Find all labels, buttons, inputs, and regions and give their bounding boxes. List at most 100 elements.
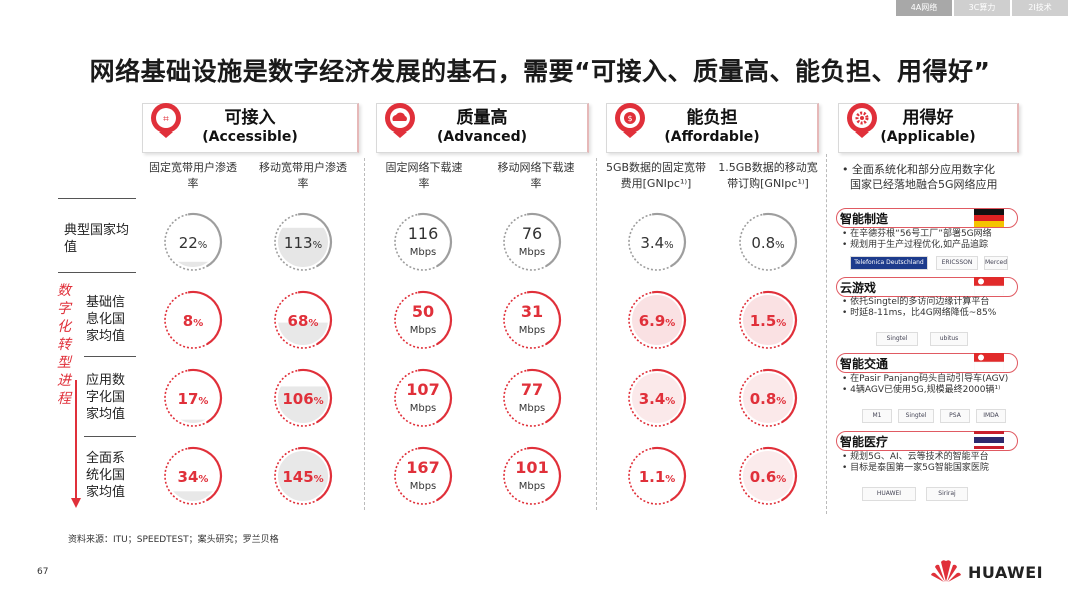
metric-arc [417,446,453,502]
application-bullets: • 规划5G、AI、云等技术的智能平台 • 目标是泰国第一家5G智能国家医院 [842,452,989,473]
metric-arc [297,446,333,502]
category-accessible-en: (Accessible) [202,129,298,145]
germany-flag-icon [974,209,1004,227]
row-label-application-line-2: 字化国 [86,390,126,405]
application-bullets: • 依托Singtel的多访问边缘计算平台 • 时延8-11ms，比4G网络降低… [842,297,997,318]
metric-arc [651,368,687,424]
row-label-basic-line-3: 家均值 [86,329,126,344]
metric-value: 17% [178,390,209,408]
metric-unit: Mbps [410,403,437,414]
metric-arc [526,212,562,268]
metric-fill [168,419,218,423]
metric-arc [187,212,223,268]
metric-arc [297,368,333,424]
metric-arc [526,290,562,346]
metric-fill [278,322,328,345]
partner-logo: PSA [940,409,970,423]
page-title: 网络基础设施是数字经济发展的基石，需要“可接入、质量高、能负担、用得好” [89,57,991,86]
metric-value: 34% [178,468,209,486]
metric-fill [168,491,218,501]
row-label-systematic: 全面系 统化国 家均值 [86,450,125,501]
metric-unit: Mbps [519,247,546,258]
thailand-flag-icon [974,431,1004,449]
cloud-quality-icon [385,103,415,138]
category-accessible-cn: 可接入 [224,108,276,128]
singapore-flag-icon [974,353,1004,371]
column-header-fixed-penetration: 固定宽带用户渗透率 [149,161,237,190]
application-pill [836,277,1018,297]
gear-applicable-icon [847,103,877,138]
row-label-application-line-1: 应用数 [86,373,126,388]
application-title: 智能交通 [840,357,889,371]
metric-value: 0.8% [751,234,784,252]
metric-arc [762,446,798,502]
category-applicable-en: (Applicable) [880,129,976,145]
metric-fill [278,227,328,267]
huawei-logo-icon [931,560,961,582]
row-label-typical-line-2: 值 [64,240,78,255]
partner-logo: ubitus [930,332,968,346]
metric-arc [187,446,223,502]
metric-arc [297,212,333,268]
row-divider [84,436,136,437]
application-bullets: • 在辛德芬根“56号工厂”部署5G网络 • 规划用于生产过程优化,如产品追踪 [842,229,992,250]
application-bullet: 在Pasir Panjang码头自动引导车(AGV) [850,374,1009,384]
row-label-typical-line-1: 典型国家均 [64,223,130,238]
row-label-basic: 基础信 息化国 家均值 [86,294,125,345]
metric-value: 68% [288,312,319,330]
metric-arc [187,290,223,346]
metric-value: 77 [521,380,543,399]
column-header-fixed-speed: 固定网络下载速率 [385,161,463,190]
tab-3c-compute[interactable]: 3C算力 [954,0,1010,16]
row-divider [84,356,136,357]
tab-2i-tech[interactable]: 2I技术 [1012,0,1068,16]
category-affordable-en: (Affordable) [664,129,760,145]
application-title: 智能制造 [840,212,889,226]
metric-fill [743,451,793,501]
metric-value: 1.1% [639,468,676,486]
metric-arc [762,290,798,346]
metric-fill [743,373,793,423]
category-advanced-cn: 质量高 [456,108,508,128]
row-label-systematic-line-2: 统化国 [86,468,126,483]
metric-arc [187,368,223,424]
column-header-mobile-cost: 1.5GB数据的移动宽带订购[GNIpc¹⁾] [718,161,818,190]
tab-4a-network[interactable]: 4A网络 [896,0,952,16]
metric-fill [632,373,682,423]
application-bullet: 规划用于生产过程优化,如产品追踪 [850,240,989,250]
singapore-flag-icon [974,277,1004,295]
application-bullet: 时延8-11ms，比4G网络降低~85% [850,308,997,318]
category-affordable-cn: 能负担 [686,108,738,128]
metric-value: 101 [515,458,548,477]
row-label-basic-line-1: 基础信 [86,295,126,310]
svg-text:$: $ [627,114,632,123]
metric-arc [762,212,798,268]
application-bullet: 规划5G、AI、云等技术的智能平台 [850,452,989,462]
metric-value: 116 [408,224,439,243]
metric-value: 50 [412,302,434,321]
metric-unit: Mbps [519,325,546,336]
metric-arc [651,290,687,346]
application-bullets: • 在Pasir Panjang码头自动引导车(AGV) • 4辆AGV已使用5… [842,374,1009,395]
metric-unit: Mbps [410,247,437,258]
metric-unit: Mbps [410,481,437,492]
application-pill [836,353,1018,373]
partner-logo: Singtel [898,409,934,423]
group-separator [826,154,827,514]
row-label-systematic-line-1: 全面系 [86,451,126,466]
partner-logo: Singtel [876,332,918,346]
applicable-summary-line-1: 全面系统化和部分应用数字化 [852,163,995,176]
group-separator [364,158,365,510]
partner-logo: IMDA [976,409,1006,423]
metric-arc [651,212,687,268]
metric-value: 113% [284,234,322,252]
page-number: 67 [37,567,49,577]
metric-fill [168,261,218,267]
metric-arc [526,446,562,502]
application-pill [836,431,1018,451]
metric-fill [165,345,221,348]
partner-logo: Siriraj [926,487,968,501]
metric-value: 106% [282,390,323,408]
column-header-fixed-cost: 5GB数据的固定宽带费用[GNIpc¹⁾] [605,161,707,190]
